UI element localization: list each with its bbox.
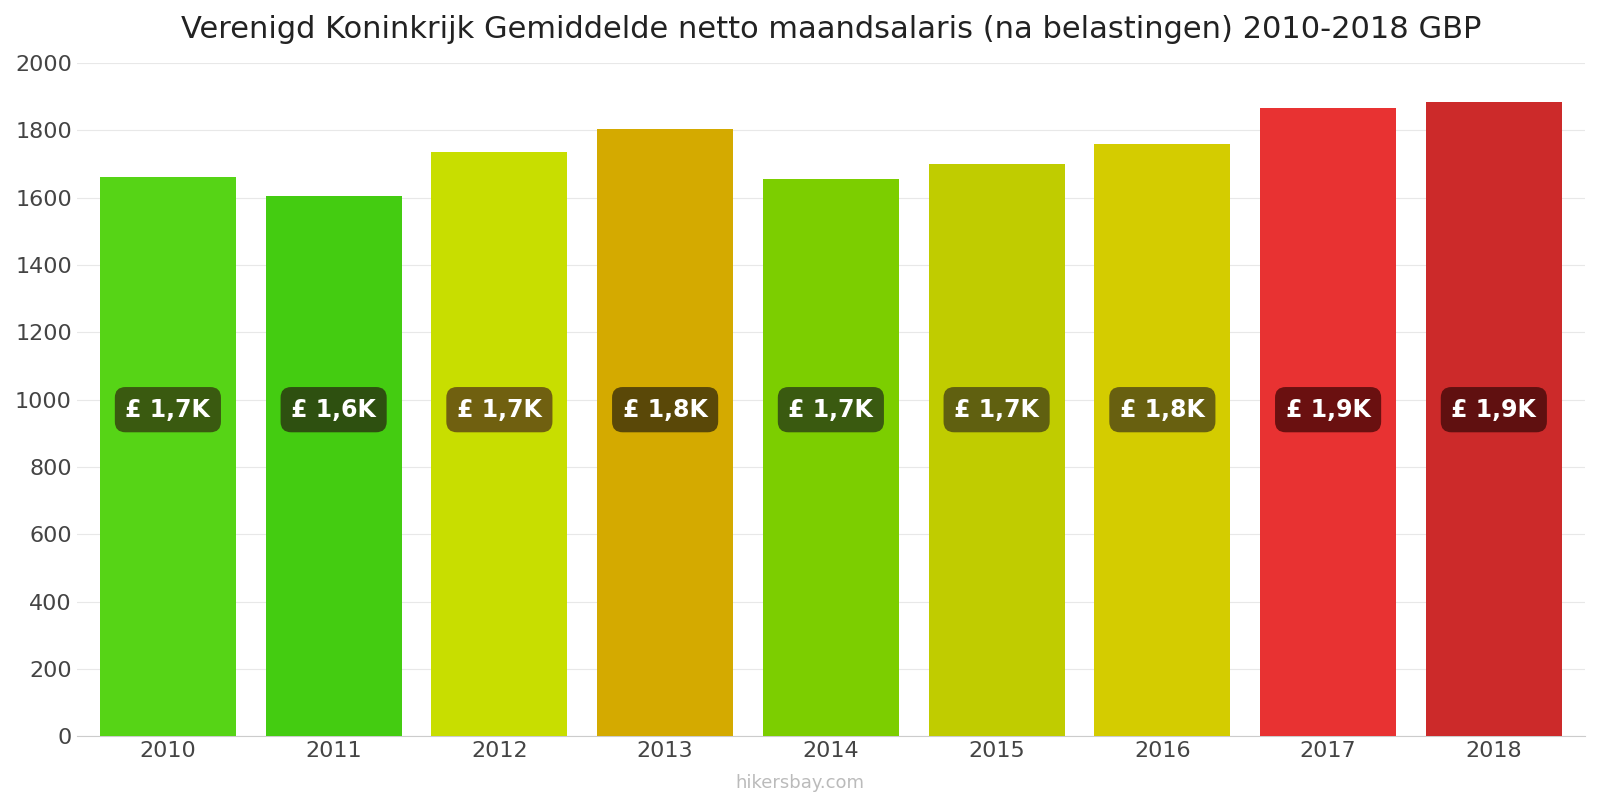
Text: £ 1,8K: £ 1,8K	[1120, 398, 1205, 422]
Text: £ 1,7K: £ 1,7K	[125, 398, 210, 422]
Text: £ 1,9K: £ 1,9K	[1451, 398, 1536, 422]
Bar	[597, 129, 733, 736]
Bar	[1261, 109, 1397, 736]
Title: Verenigd Koninkrijk Gemiddelde netto maandsalaris (na belastingen) 2010-2018 GBP: Verenigd Koninkrijk Gemiddelde netto maa…	[181, 15, 1482, 44]
Text: £ 1,7K: £ 1,7K	[954, 398, 1038, 422]
Text: hikersbay.com: hikersbay.com	[736, 774, 864, 792]
Text: £ 1,7K: £ 1,7K	[789, 398, 874, 422]
Bar	[1426, 102, 1562, 736]
Text: £ 1,6K: £ 1,6K	[291, 398, 376, 422]
Bar	[99, 178, 235, 736]
Bar	[763, 179, 899, 736]
Text: £ 1,8K: £ 1,8K	[622, 398, 707, 422]
Bar	[432, 152, 568, 736]
Bar	[928, 164, 1064, 736]
Bar	[266, 196, 402, 736]
Text: £ 1,9K: £ 1,9K	[1286, 398, 1371, 422]
Text: £ 1,7K: £ 1,7K	[458, 398, 542, 422]
Bar	[1094, 144, 1230, 736]
